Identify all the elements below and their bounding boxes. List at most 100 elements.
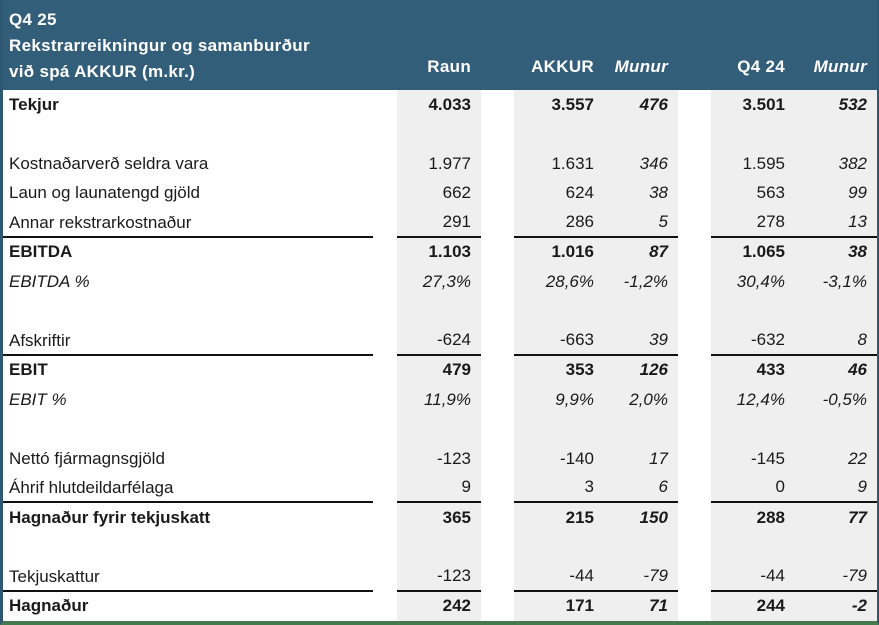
munur-akkur-value: 2,0% xyxy=(604,385,678,415)
raun-value xyxy=(397,532,481,562)
row-label: Nettó fjármagnsgjöld xyxy=(9,448,165,468)
row-label: EBIT % xyxy=(9,389,67,409)
column-header-munur-akkur: Munur xyxy=(614,57,668,76)
table-row: Tekjuskattur -123 -44 -79 -44 -79 xyxy=(3,562,877,592)
column-gap xyxy=(481,208,514,238)
row-label: Hagnaður fyrir tekjuskatt xyxy=(9,507,211,527)
munur-q4-24-value: 99 xyxy=(795,178,877,208)
column-gap xyxy=(678,0,711,90)
column-gap xyxy=(481,592,514,622)
q4-24-value: 1.065 xyxy=(711,237,795,267)
column-gap xyxy=(678,503,711,533)
column-gap xyxy=(481,0,514,90)
column-gap xyxy=(481,326,514,356)
akkur-value xyxy=(514,296,604,326)
row-label: EBITDA xyxy=(9,242,73,262)
column-gap xyxy=(678,238,711,268)
table-header: Q4 25 Rekstrarreikningur og samanburður … xyxy=(3,0,877,90)
akkur-value: 3 xyxy=(514,473,604,503)
munur-akkur-value: 17 xyxy=(604,444,678,474)
munur-q4-24-value: 13 xyxy=(795,208,877,238)
column-gap xyxy=(481,238,514,268)
table-row: Hagnaður 242 171 71 244 -2 xyxy=(3,591,877,622)
column-gap xyxy=(481,356,514,386)
munur-q4-24-value: 8 xyxy=(795,326,877,356)
column-gap xyxy=(481,179,514,209)
column-gap xyxy=(678,562,711,592)
munur-akkur-value xyxy=(604,296,678,326)
munur-akkur-value: 71 xyxy=(604,591,678,621)
row-label: Afskriftir xyxy=(3,326,397,356)
column-gap xyxy=(678,120,711,150)
row-label xyxy=(3,533,397,563)
row-label: Annar rekstrarkostnaður xyxy=(3,208,397,238)
munur-akkur-value: 87 xyxy=(604,237,678,267)
raun-value: 4.033 xyxy=(397,90,481,120)
column-gap xyxy=(678,415,711,445)
munur-akkur-value: 38 xyxy=(604,178,678,208)
akkur-value xyxy=(514,414,604,444)
munur-q4-24-value: -2 xyxy=(795,591,877,621)
munur-q4-24-value xyxy=(795,414,877,444)
column-header-raun: Raun xyxy=(427,57,471,76)
munur-q4-24-value: -0,5% xyxy=(795,385,877,415)
title-line-2: við spá AKKUR (m.kr.) xyxy=(9,62,196,81)
row-label: Hagnaður xyxy=(9,596,89,616)
q4-24-value: -632 xyxy=(711,326,795,356)
column-gap xyxy=(481,385,514,415)
munur-akkur-value: 346 xyxy=(604,149,678,179)
akkur-value: -140 xyxy=(514,444,604,474)
munur-q4-24-value xyxy=(795,119,877,149)
column-gap xyxy=(481,90,514,120)
munur-q4-24-value xyxy=(795,532,877,562)
munur-q4-24-value: 532 xyxy=(795,90,877,120)
munur-akkur-value: 150 xyxy=(604,503,678,533)
period-label: Q4 25 xyxy=(9,10,57,29)
munur-q4-24-value: 77 xyxy=(795,503,877,533)
column-header-akkur: AKKUR xyxy=(531,57,594,76)
akkur-value: -663 xyxy=(514,326,604,356)
spacer-row xyxy=(3,296,877,327)
table-row: Annar rekstrarkostnaður 291 286 5 278 13 xyxy=(3,208,877,238)
column-gap xyxy=(481,297,514,327)
q4-24-value: 288 xyxy=(711,503,795,533)
row-label xyxy=(3,415,397,445)
table-title: Q4 25 Rekstrarreikningur og samanburður … xyxy=(3,0,397,90)
akkur-value: 624 xyxy=(514,178,604,208)
akkur-value xyxy=(514,119,604,149)
raun-value xyxy=(397,414,481,444)
q4-24-value: 433 xyxy=(711,355,795,385)
munur-akkur-value xyxy=(604,532,678,562)
q4-24-value: -44 xyxy=(711,562,795,592)
table-row: EBIT 479 353 126 433 46 xyxy=(3,355,877,386)
spacer-row xyxy=(3,414,877,445)
raun-value: 242 xyxy=(397,591,481,621)
column-gap xyxy=(678,267,711,297)
column-gap xyxy=(678,90,711,120)
q4-24-value: 278 xyxy=(711,208,795,238)
akkur-value: 171 xyxy=(514,591,604,621)
munur-akkur-value: -79 xyxy=(604,562,678,592)
table-row: Tekjur 4.033 3.557 476 3.501 532 xyxy=(3,90,877,120)
munur-akkur-value xyxy=(604,414,678,444)
q4-24-value: 30,4% xyxy=(711,267,795,297)
row-label xyxy=(3,297,397,327)
munur-akkur-value: 6 xyxy=(604,473,678,503)
munur-q4-24-value: 382 xyxy=(795,149,877,179)
raun-value: 27,3% xyxy=(397,267,481,297)
raun-value: 1.977 xyxy=(397,149,481,179)
akkur-value xyxy=(514,532,604,562)
row-label: EBIT xyxy=(9,360,48,380)
row-label: Áhrif hlutdeildarfélaga xyxy=(3,474,397,504)
raun-value: -123 xyxy=(397,562,481,592)
q4-24-value: 3.501 xyxy=(711,90,795,120)
munur-q4-24-value: 22 xyxy=(795,444,877,474)
munur-q4-24-value: 38 xyxy=(795,237,877,267)
column-gap xyxy=(481,503,514,533)
akkur-value: -44 xyxy=(514,562,604,592)
table-row: Nettó fjármagnsgjöld -123 -140 17 -145 2… xyxy=(3,444,877,474)
raun-value: -624 xyxy=(397,326,481,356)
table-row: Laun og launatengd gjöld 662 624 38 563 … xyxy=(3,178,877,209)
column-gap xyxy=(678,356,711,386)
